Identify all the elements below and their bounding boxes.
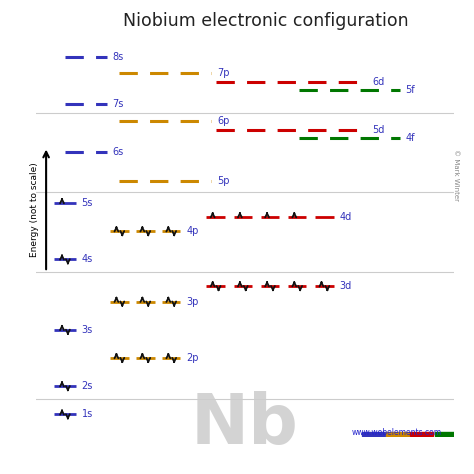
Text: 2s: 2s <box>82 381 93 391</box>
Text: 5s: 5s <box>82 198 93 208</box>
Text: 4s: 4s <box>82 255 93 264</box>
Text: 4d: 4d <box>339 212 352 222</box>
Text: 8s: 8s <box>113 52 124 62</box>
Text: www.webelements.com: www.webelements.com <box>352 428 442 437</box>
Text: 2p: 2p <box>186 353 199 363</box>
Text: Energy (not to scale): Energy (not to scale) <box>29 162 38 257</box>
Text: 6s: 6s <box>113 147 124 157</box>
Text: 3d: 3d <box>339 281 352 291</box>
Bar <box>386 432 409 436</box>
Text: 5d: 5d <box>372 125 384 135</box>
Bar <box>410 432 433 436</box>
Text: 7s: 7s <box>113 100 124 109</box>
Text: 7p: 7p <box>217 68 230 78</box>
Bar <box>435 432 457 436</box>
Text: 6d: 6d <box>372 77 384 87</box>
Text: 6p: 6p <box>217 116 230 127</box>
Bar <box>362 432 385 436</box>
Text: 3s: 3s <box>82 325 93 335</box>
Text: 1s: 1s <box>82 410 93 419</box>
Text: © Mark Winter: © Mark Winter <box>453 149 459 201</box>
Text: 4f: 4f <box>406 133 415 143</box>
Text: 5f: 5f <box>406 85 415 95</box>
Text: 4p: 4p <box>186 226 199 236</box>
Text: 3p: 3p <box>186 297 199 307</box>
Text: 5p: 5p <box>217 175 230 185</box>
Text: Niobium electronic configuration: Niobium electronic configuration <box>123 12 408 30</box>
Text: Nb: Nb <box>191 391 299 458</box>
